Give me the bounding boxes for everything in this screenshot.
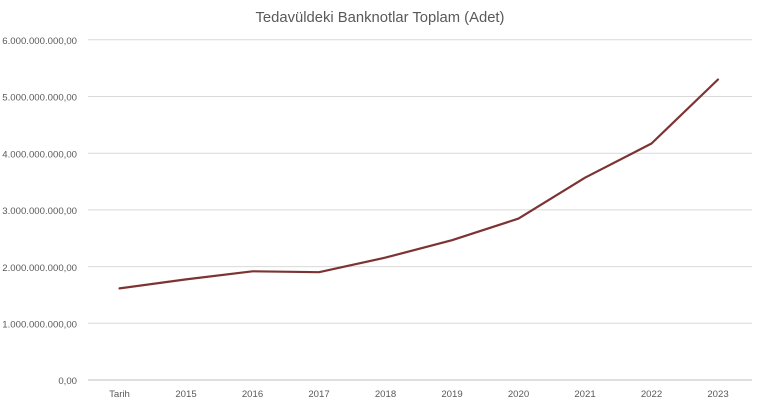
svg-text:Tarih: Tarih bbox=[109, 389, 130, 400]
svg-text:1.000.000.000,00: 1.000.000.000,00 bbox=[2, 320, 77, 331]
svg-text:Tedavüldeki Banknotlar Toplam: Tedavüldeki Banknotlar Toplam (Adet) bbox=[256, 10, 505, 26]
svg-text:2021: 2021 bbox=[574, 389, 595, 400]
svg-text:2016: 2016 bbox=[242, 389, 263, 400]
svg-text:2022: 2022 bbox=[641, 389, 662, 400]
svg-text:2015: 2015 bbox=[175, 389, 196, 400]
svg-text:2018: 2018 bbox=[375, 389, 396, 400]
svg-text:3.000.000.000,00: 3.000.000.000,00 bbox=[2, 206, 77, 217]
svg-text:2019: 2019 bbox=[441, 389, 462, 400]
svg-text:2023: 2023 bbox=[707, 389, 728, 400]
svg-text:4.000.000.000,00: 4.000.000.000,00 bbox=[2, 149, 77, 160]
svg-text:6.000.000.000,00: 6.000.000.000,00 bbox=[2, 36, 77, 47]
svg-text:2017: 2017 bbox=[308, 389, 329, 400]
svg-text:2020: 2020 bbox=[508, 389, 529, 400]
svg-text:2.000.000.000,00: 2.000.000.000,00 bbox=[2, 263, 77, 274]
svg-text:5.000.000.000,00: 5.000.000.000,00 bbox=[2, 93, 77, 104]
svg-text:0,00: 0,00 bbox=[58, 376, 77, 387]
